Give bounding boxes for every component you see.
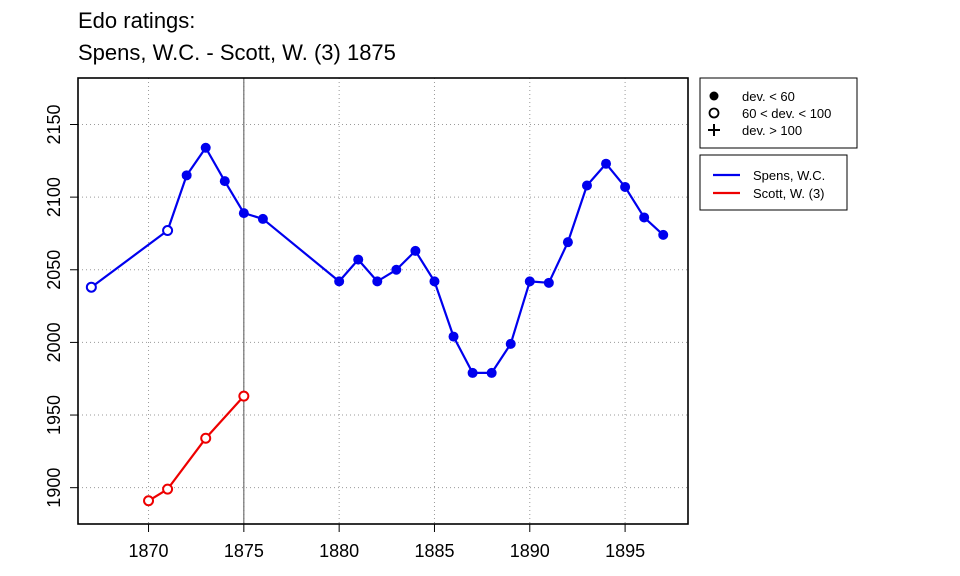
series-legend-label: Scott, W. (3) <box>753 186 825 201</box>
data-point <box>543 277 554 288</box>
data-point <box>238 390 250 402</box>
y-tick-label: 2050 <box>44 250 64 290</box>
data-point <box>581 180 592 191</box>
data-point <box>639 212 650 223</box>
series-spens <box>85 142 669 378</box>
series-line <box>90 146 664 375</box>
x-tick-label: 1890 <box>510 541 550 561</box>
marker-legend-label: dev. > 100 <box>742 123 802 138</box>
data-point <box>601 158 612 169</box>
data-point <box>658 229 669 240</box>
data-point <box>257 213 268 224</box>
data-point <box>200 142 211 153</box>
data-point <box>334 276 345 287</box>
marker-legend-label: 60 < dev. < 100 <box>742 106 831 121</box>
x-tick-label: 1895 <box>605 541 645 561</box>
y-tick-label: 2000 <box>44 322 64 362</box>
data-point <box>238 208 249 219</box>
y-tick-label: 2150 <box>44 104 64 144</box>
axes: 1870 1875 1880 1885 1890 1895 1900 1950 2000 2050… <box>44 77 689 561</box>
chart-title-line-2: Spens, W.C. - Scott, W. (3) 1875 <box>78 40 396 65</box>
data-point <box>429 276 440 287</box>
data-point <box>143 495 155 507</box>
data-point <box>162 225 174 237</box>
series-legend-label: Spens, W.C. <box>753 168 825 183</box>
x-tick-label: 1880 <box>319 541 359 561</box>
data-point <box>200 432 212 444</box>
series-legend-box <box>699 154 848 211</box>
plot-frame <box>77 77 689 525</box>
data-point <box>219 176 230 187</box>
marker-legend: dev. < 60 60 < dev. < 100 dev. > 100 <box>699 77 858 149</box>
series-scott <box>143 390 250 507</box>
data-point <box>505 338 516 349</box>
legend-symbol-plus <box>708 124 720 136</box>
legend-symbol-filled <box>709 91 719 101</box>
marker-legend-box <box>699 77 858 149</box>
y-tick-label: 1900 <box>44 468 64 508</box>
data-point <box>410 245 421 256</box>
marker-legend-label: dev. < 60 <box>742 89 795 104</box>
data-point <box>391 264 402 275</box>
x-tick-label: 1870 <box>129 541 169 561</box>
data-point <box>85 281 97 293</box>
data-point <box>562 237 573 248</box>
data-point <box>162 483 174 495</box>
data-point <box>372 276 383 287</box>
y-tick-label: 2100 <box>44 177 64 217</box>
data-point <box>181 170 192 181</box>
x-tick-label: 1875 <box>224 541 264 561</box>
legends: dev. < 60 60 < dev. < 100 dev. > 100 Spens,… <box>699 77 858 211</box>
series-group <box>85 142 669 507</box>
series-legend: Spens, W.C. Scott, W. (3) <box>699 154 848 211</box>
data-point <box>353 254 364 265</box>
legend-symbol-open <box>708 107 720 119</box>
grid-lines <box>78 78 688 524</box>
x-tick-label: 1885 <box>414 541 454 561</box>
series-line <box>147 395 245 502</box>
data-point <box>467 367 478 378</box>
y-tick-label: 1950 <box>44 395 64 435</box>
data-point <box>620 181 631 192</box>
data-point <box>524 276 535 287</box>
data-point <box>486 367 497 378</box>
data-point <box>448 331 459 342</box>
chart-title-line-1: Edo ratings: <box>78 8 196 33</box>
